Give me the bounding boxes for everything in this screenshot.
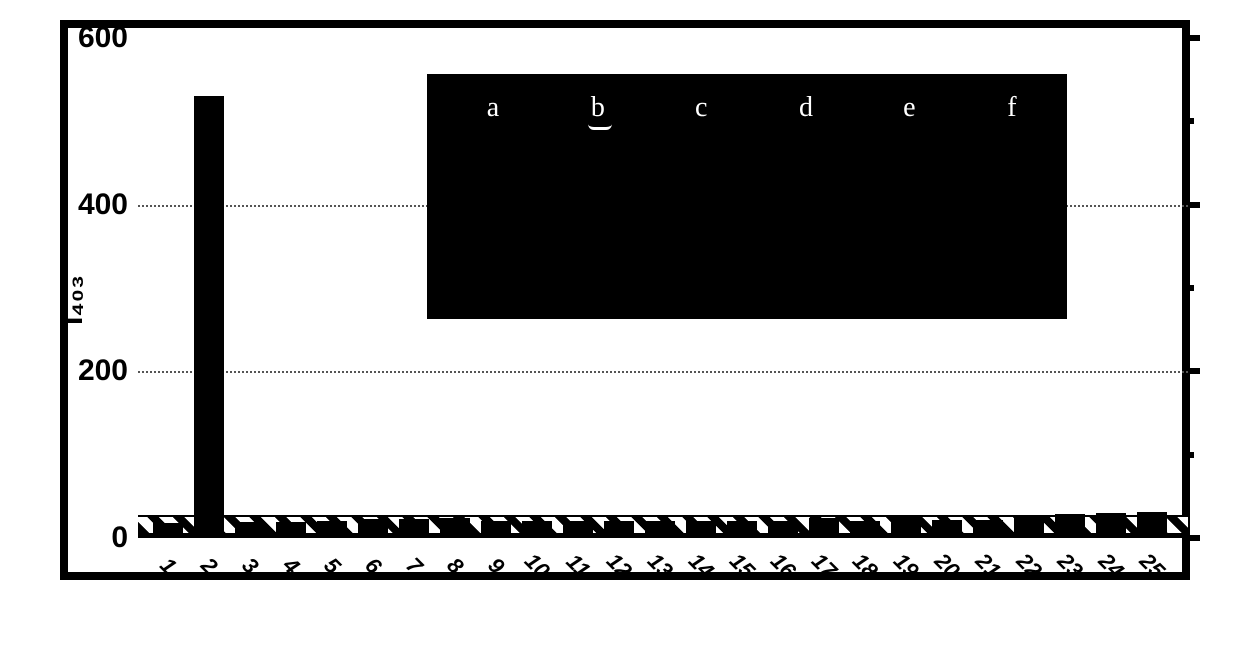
bar — [481, 521, 511, 534]
x-tick-label: 1 — [154, 552, 181, 579]
x-tick-label: 14 — [683, 548, 719, 584]
y-tick-label: 0 — [111, 521, 138, 555]
bar — [1055, 514, 1085, 533]
bar — [194, 96, 224, 534]
x-tick-label: 19 — [888, 548, 924, 584]
bar — [358, 519, 388, 533]
y-tick-right — [1182, 35, 1200, 41]
x-tick-label: 15 — [724, 548, 760, 584]
bar — [1014, 516, 1044, 534]
x-tick-label: 11 — [561, 549, 596, 584]
y-tick-right-minor — [1182, 285, 1194, 291]
x-tick-label: 8 — [441, 552, 468, 579]
bar — [563, 521, 593, 534]
x-tick-label: 24 — [1093, 548, 1129, 584]
x-tick-label: 22 — [1011, 548, 1047, 584]
bar — [1137, 512, 1167, 533]
bar — [399, 519, 429, 533]
inset-label: d — [799, 92, 813, 124]
x-tick-label: 3 — [236, 552, 263, 579]
x-tick-label: 23 — [1052, 548, 1088, 584]
x-tick-label: 12 — [601, 548, 637, 584]
inset-label: f — [1007, 92, 1016, 124]
bar — [645, 521, 675, 534]
x-tick-label: 9 — [482, 552, 509, 579]
x-tick-label: 13 — [642, 548, 678, 584]
bar — [973, 520, 1003, 533]
plot-area: 0200400600123456789101112131415161718192… — [138, 38, 1188, 538]
y-axis-label: I₄₀₃ — [56, 275, 90, 325]
x-tick-label: 17 — [806, 548, 842, 584]
bar — [932, 520, 962, 533]
inset-label: b — [591, 92, 605, 124]
inset-label: c — [695, 92, 707, 124]
inset-label: a — [487, 92, 499, 124]
bar — [686, 521, 716, 534]
x-tick-label: 21 — [970, 548, 1006, 584]
x-tick-label: 2 — [195, 552, 222, 579]
bar — [440, 518, 470, 533]
y-tick-right-minor — [1182, 452, 1194, 458]
y-tick-label: 200 — [78, 354, 138, 388]
grid-line — [138, 371, 1188, 373]
x-tick-label: 20 — [929, 548, 965, 584]
y-tick-label: 400 — [78, 188, 138, 222]
x-tick-label: 25 — [1134, 548, 1170, 584]
bar — [317, 521, 347, 534]
bar — [850, 521, 880, 533]
inset-label: e — [903, 92, 915, 124]
bar — [522, 521, 552, 534]
bar — [235, 522, 265, 533]
x-tick-label: 7 — [400, 552, 427, 579]
x-tick-label: 16 — [765, 548, 801, 584]
bar — [276, 522, 306, 533]
bar — [727, 521, 757, 534]
y-tick-label: 600 — [78, 21, 138, 55]
bar — [153, 523, 183, 533]
y-tick-right-minor — [1182, 118, 1194, 124]
under-b-mark — [588, 124, 612, 130]
y-tick-right — [1182, 535, 1200, 541]
x-tick-label: 10 — [519, 548, 555, 584]
x-tick-label: 18 — [847, 548, 883, 584]
x-tick-label: 5 — [318, 552, 345, 579]
bar — [604, 521, 634, 534]
x-tick-label: 4 — [277, 552, 304, 579]
inset-box: a b c d e f — [427, 74, 1068, 319]
chart-container: I₄₀₃ 02004006001234567891011121314151617… — [60, 20, 1190, 580]
bar — [768, 521, 798, 534]
bar — [809, 518, 839, 533]
bar — [891, 517, 921, 533]
x-tick-label: 6 — [359, 552, 386, 579]
bar — [1096, 513, 1126, 533]
